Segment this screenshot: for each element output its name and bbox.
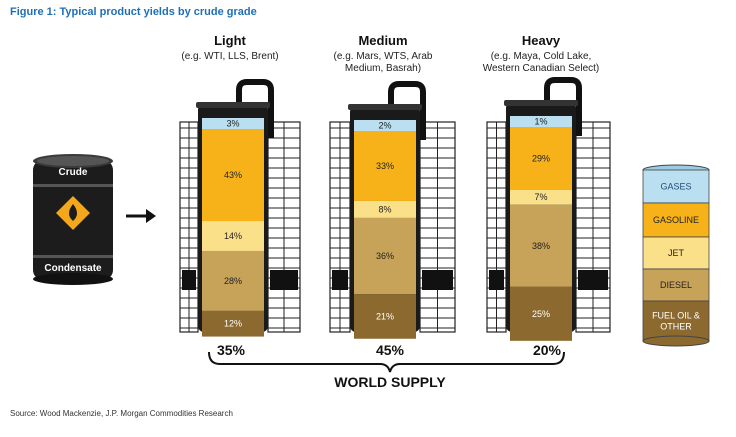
yield-label-diesel: 36%	[376, 251, 394, 261]
barrel-bottom-label: Condensate	[44, 263, 102, 274]
refinery-heavy: 1% 29% 7% 38% 25%	[486, 77, 611, 341]
yield-label-gasoline: 29%	[532, 153, 550, 163]
legend-label-diesel: DIESEL	[660, 280, 692, 290]
refinery-light: 3% 43% 14% 28% 12%	[179, 79, 301, 337]
yield-label-gases: 3%	[226, 119, 239, 129]
yield-label-jet: 8%	[378, 204, 391, 214]
pipe-icon	[236, 79, 274, 138]
barrel-icon	[33, 154, 113, 285]
grade-name-medium: Medium	[358, 33, 408, 48]
yield-segment-diesel	[202, 250, 264, 311]
legend-swatch-gasoline	[642, 202, 710, 238]
yield-label-diesel: 38%	[532, 241, 550, 251]
grade-examples-heavy: (e.g. Maya, Cold Lake, Western Canadian …	[466, 51, 616, 75]
grade-examples-line: (e.g. WTI, LLS, Brent)	[181, 51, 279, 62]
legend-label-jet: JET	[668, 248, 685, 258]
yield-segment-diesel	[354, 217, 416, 295]
yield-label-gasoline: 43%	[224, 170, 242, 180]
share-heavy: 20%	[532, 342, 562, 358]
grade-examples-line: (e.g. Mars, WTS, Arab	[333, 51, 433, 62]
tank-block	[422, 270, 453, 290]
yield-segment-fuel_oil	[202, 310, 264, 337]
arrow-head-icon	[146, 209, 156, 223]
yield-label-gasoline: 33%	[376, 161, 394, 171]
legend-label-gases: GASES	[660, 182, 691, 192]
yield-segment-gases	[354, 120, 416, 131]
yield-label-gases: 1%	[534, 117, 547, 127]
yield-label-fuel_oil: 21%	[376, 312, 394, 322]
legend-label-fuel_oil: OTHER	[660, 322, 692, 332]
yield-segment-gasoline	[354, 131, 416, 201]
yield-segment-fuel_oil	[510, 286, 572, 341]
legend-swatch-gases	[642, 169, 710, 204]
figure-title: Figure 1: Typical product yields by crud…	[10, 6, 257, 18]
oil-drop-icon	[69, 204, 77, 221]
yield-segment-diesel	[510, 204, 572, 287]
yield-segment-gases	[510, 116, 572, 127]
grade-name-light: Light	[214, 33, 246, 48]
yield-segment-jet	[354, 200, 416, 218]
tank-block	[332, 270, 348, 290]
yield-label-jet: 7%	[534, 192, 547, 202]
refinery-medium: 2% 33% 8% 36% 21%	[329, 81, 456, 339]
legend: GASES GASOLINE JET DIESEL FUEL OIL &OTHER	[642, 164, 710, 347]
legend-swatch-fuel_oil	[642, 300, 710, 342]
yield-segment-jet	[202, 221, 264, 251]
legend-label-gasoline: GASOLINE	[653, 215, 699, 225]
yield-label-fuel_oil: 12%	[224, 319, 242, 329]
grade-examples-light: (e.g. WTI, LLS, Brent)	[155, 51, 305, 63]
grade-examples-line: Western Canadian Select)	[482, 63, 600, 74]
yield-segment-gasoline	[510, 127, 572, 190]
yield-segment-fuel_oil	[354, 294, 416, 339]
world-supply-brace	[208, 351, 565, 373]
grade-name-heavy: Heavy	[521, 33, 561, 48]
tank-block	[578, 270, 608, 290]
tank-block	[489, 270, 504, 290]
share-light: 35%	[216, 342, 246, 358]
share-medium: 45%	[375, 342, 405, 358]
legend-swatch-diesel	[642, 268, 710, 302]
yield-label-gases: 2%	[378, 121, 391, 131]
legend-label-fuel_oil: FUEL OIL &	[652, 311, 700, 321]
source-note: Source: Wood Mackenzie, J.P. Morgan Comm…	[10, 409, 233, 418]
grade-examples-line: (e.g. Maya, Cold Lake,	[490, 51, 592, 62]
world-supply-label: WORLD SUPPLY	[334, 374, 446, 390]
tank-block	[182, 270, 196, 290]
yield-label-jet: 14%	[224, 231, 242, 241]
yield-label-diesel: 28%	[224, 276, 242, 286]
yield-label-fuel_oil: 25%	[532, 309, 550, 319]
yield-segment-jet	[510, 189, 572, 205]
pipe-icon	[544, 77, 582, 136]
yield-segment-gasoline	[202, 129, 264, 222]
barrel-top-label: Crude	[58, 167, 88, 178]
tank-block	[270, 270, 298, 290]
grade-examples-medium: (e.g. Mars, WTS, Arab Medium, Basrah)	[308, 51, 458, 75]
yield-segment-gases	[202, 118, 264, 129]
grade-examples-line: Medium, Basrah)	[344, 63, 422, 74]
pipe-icon	[388, 81, 426, 140]
